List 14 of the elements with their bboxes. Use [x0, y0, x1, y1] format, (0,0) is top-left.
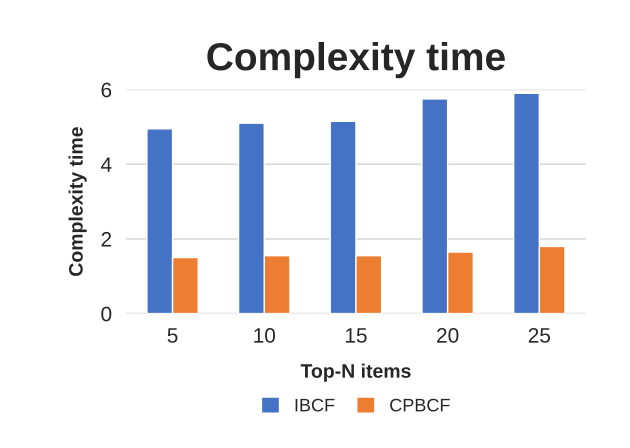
- y-tick-label: 0: [101, 306, 112, 322]
- chart-title: Complexity time: [207, 42, 505, 78]
- x-tick-label: 10: [254, 328, 276, 343]
- legend-label: IBCF: [296, 398, 334, 412]
- legend-label: CPBCF: [390, 398, 450, 412]
- x-tick-label: 20: [437, 328, 458, 343]
- y-tick-label: 2: [102, 232, 112, 246]
- y-tick-label: 6: [102, 82, 112, 98]
- x-axis-title: Top-N items: [300, 364, 411, 382]
- x-tick-label: 5: [168, 328, 178, 343]
- y-axis-title: Complexity time: [68, 127, 87, 276]
- y-tick-label: 4: [101, 157, 112, 172]
- x-tick-label: 15: [346, 328, 367, 343]
- x-tick-label: 25: [528, 328, 550, 343]
